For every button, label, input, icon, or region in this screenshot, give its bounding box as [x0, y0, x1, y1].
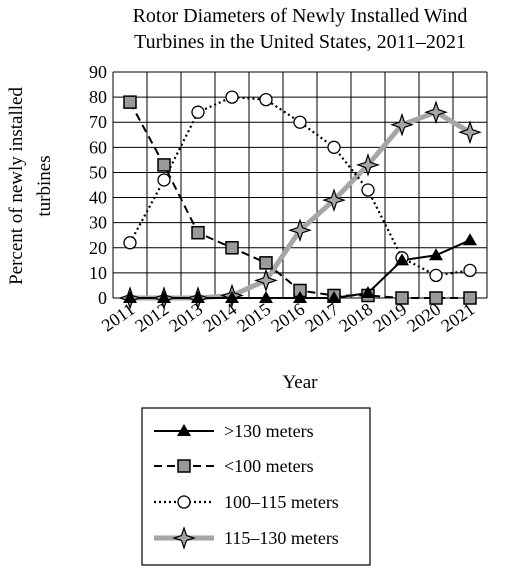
legend-label: 115–130 meters — [224, 528, 339, 548]
star-series-point — [458, 120, 482, 145]
y-tick-labels: 0 10 20 30 40 50 60 70 80 90 — [89, 62, 107, 308]
x-tick-label: 2015 — [233, 299, 274, 336]
x-tick-labels: 2011201220132014201520162017201820192020… — [98, 299, 478, 336]
x-tick-label: 2013 — [165, 299, 206, 336]
triangle-series-point — [429, 248, 443, 261]
circle-series-point — [157, 173, 171, 187]
x-tick-label: 2018 — [335, 299, 376, 336]
chart-title-line-2: Turbines in the United States, 2011–2021 — [134, 31, 466, 53]
square-series-point — [157, 158, 171, 172]
star-series-point — [390, 112, 414, 137]
circle-series-point — [225, 90, 239, 104]
x-tick-label: 2017 — [301, 299, 342, 336]
star-series-point — [424, 100, 448, 125]
square-series-point — [429, 291, 443, 305]
x-tick-label: 2012 — [131, 299, 172, 336]
triangle-series-point — [157, 291, 171, 303]
y-axis-label-line-1: Percent of newly installed — [6, 87, 27, 285]
circle-series-point — [361, 183, 375, 197]
star-series-point — [322, 188, 346, 212]
triangle-series-point — [293, 291, 307, 303]
circle-series-point — [191, 105, 205, 119]
x-tick-label: 2014 — [199, 299, 240, 336]
legend-marker-square-series — [177, 459, 191, 473]
legend-label: <100 meters — [224, 456, 314, 476]
chart-title-line-1: Rotor Diameters of Newly Installed Wind — [133, 5, 468, 27]
legend-box — [141, 407, 371, 566]
legend-marker-triangle-series — [177, 424, 191, 436]
circle-series-point — [429, 268, 443, 283]
square-series-point — [191, 225, 205, 240]
circle-series-point — [259, 92, 273, 107]
y-tick-label: 40 — [89, 188, 107, 208]
triangle-series-point — [123, 291, 137, 303]
grid — [112, 71, 488, 299]
star-series-point — [254, 268, 278, 293]
square-series-point — [225, 241, 239, 255]
triangle-series-point — [361, 285, 375, 298]
y-tick-label: 80 — [89, 87, 107, 107]
triangle-series-point — [191, 291, 205, 303]
legend-marker-circle-series — [177, 495, 191, 509]
legend-label: >130 meters — [224, 421, 314, 441]
circle-series-point — [293, 115, 307, 129]
legend-marker-star-series — [172, 526, 196, 550]
series-markers — [118, 90, 482, 310]
y-tick-label: 0 — [98, 288, 107, 308]
y-tick-label: 20 — [89, 238, 107, 258]
triangle-series-point — [395, 253, 409, 266]
triangle-series-point — [259, 291, 273, 303]
star-series-point — [288, 218, 312, 243]
x-axis-label: Year — [282, 372, 318, 393]
triangle-series-point — [225, 291, 239, 303]
star-series-point — [356, 153, 380, 177]
triangle-series-point — [327, 291, 341, 303]
y-tick-label: 60 — [89, 137, 107, 157]
circle-series-line — [129, 95, 471, 277]
circle-series-point — [123, 236, 137, 250]
triangle-series-point — [463, 233, 477, 246]
y-tick-label: 30 — [89, 213, 107, 233]
x-tick-label: 2016 — [267, 299, 308, 336]
y-tick-label: 90 — [89, 62, 107, 82]
square-series-point — [259, 256, 273, 270]
square-series-point — [463, 291, 477, 305]
legend: >130 meters <100 meters 100–115 meters 115–… — [141, 407, 371, 566]
square-series-point — [395, 291, 409, 305]
square-series-point — [123, 95, 137, 109]
y-tick-label: 10 — [89, 263, 107, 283]
circle-series-point — [327, 140, 341, 154]
y-tick-label: 70 — [89, 112, 107, 132]
legend-label: 100–115 meters — [224, 492, 339, 512]
y-axis-label-line-2: turbines — [34, 155, 55, 216]
circle-series-point — [463, 263, 477, 278]
y-tick-label: 50 — [89, 162, 107, 182]
